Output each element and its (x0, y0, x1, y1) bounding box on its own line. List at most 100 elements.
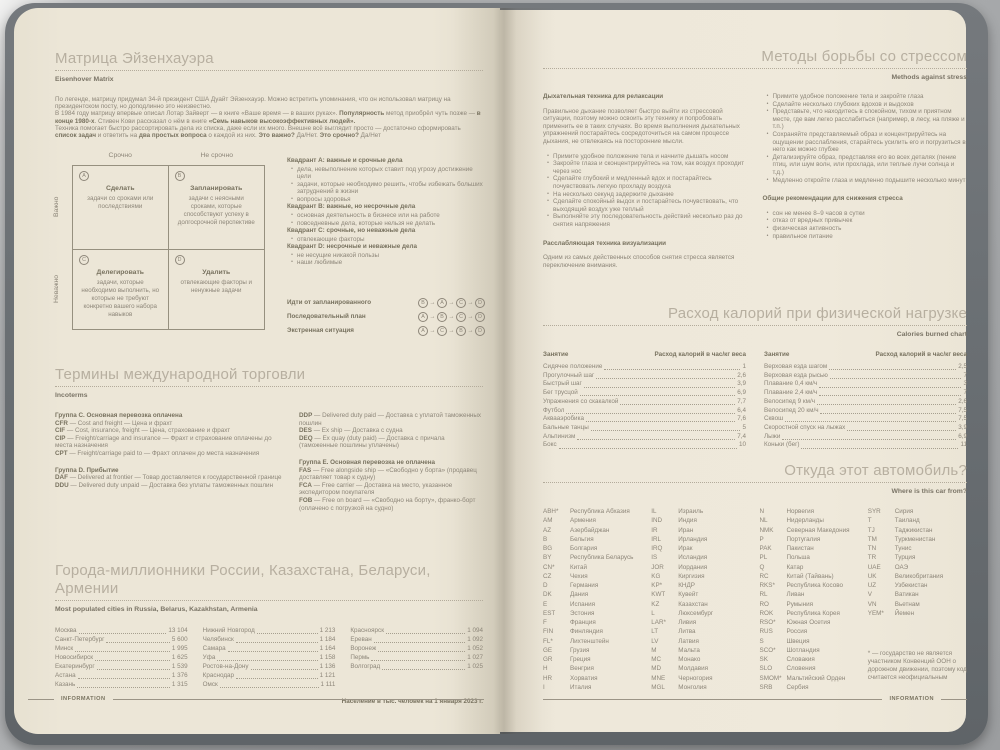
sequence-row: Идти от запланированного B → A → C → D (287, 297, 485, 308)
country-code: LT (651, 628, 659, 636)
incoterm-group-heading: Группа E. Основная перевозка не оплачена (299, 458, 436, 466)
cities-title: Города-миллионники России, Казахстана, Б… (55, 562, 431, 597)
country-name: Швеция (786, 637, 810, 645)
country-name: Северная Македония (786, 526, 850, 534)
incoterm-item: DEQ — Ex quay (duty paid) — Доставка с п… (299, 434, 445, 450)
letter-badge: B (418, 297, 428, 308)
dot-leader (106, 641, 170, 643)
table-row: Москва 13 104 (55, 626, 188, 635)
calorie-rate: 7,5 (958, 415, 967, 423)
country-code: RL (759, 591, 768, 599)
incoterm-item: FAS — Free alongside ship — «Свободно у … (299, 466, 477, 482)
country-code: IRL (651, 535, 662, 543)
bullet-item: • вопросы здоровья (287, 196, 485, 204)
car-code-row: UAE ОАЭ (868, 563, 967, 572)
car-code-row: B Бельгия (543, 535, 642, 544)
country-code: SMOM* (759, 674, 782, 682)
eisenhower-title: Матрица Эйзенхауэра (55, 50, 214, 67)
activity-name: Лыжи (764, 432, 781, 440)
country-code: NL (759, 517, 768, 525)
bullet-dot-icon: • (547, 190, 549, 197)
section-divider (55, 70, 483, 71)
country-name: Пакистан (786, 545, 814, 552)
car-code-row: MD Молдавия (651, 664, 750, 673)
cell-title: Удалить (202, 269, 231, 276)
city-name: Санкт-Петербург (55, 636, 105, 643)
city-population: 1 121 (319, 672, 336, 679)
dot-leader (558, 447, 737, 449)
activity-name: Верховая езда шагом (764, 363, 828, 370)
city-name: Краснодар (202, 672, 234, 679)
matrix-cell-d: D Удалить отвлекающие факторы и ненужные… (169, 250, 265, 329)
stress-subtitle-en: Methods against stress (891, 74, 967, 81)
bullet-item: • Детализируйте образ, представляя его во… (763, 154, 968, 177)
dot-leader (829, 369, 957, 371)
city-population: 13 104 (168, 627, 188, 634)
country-code: RSO* (759, 619, 776, 626)
city-name: Волгоград (350, 663, 381, 670)
bullet-dot-icon: • (766, 108, 769, 115)
bullet-item: • Сделайте глубокий и медленный вдох и по… (543, 175, 748, 190)
country-name: Таджикистан (894, 526, 933, 534)
car-code-row: I Италия (543, 683, 642, 692)
country-code: T (867, 517, 872, 525)
car-codes-column-4: SYR Сирия T Таиланд TJ Таджикистан TM Туркменис… (868, 507, 967, 692)
car-code-row: DK Дания (543, 590, 642, 599)
country-code: RUS (759, 628, 773, 636)
table-row: Астана 1 376 (55, 671, 188, 680)
country-code: LAR* (651, 619, 666, 626)
country-name: Республика Беларусь (570, 554, 634, 562)
city-name: Казань (55, 681, 76, 688)
city-name: Омск (202, 681, 218, 688)
car-code-row: RKS* Республика Косово (760, 581, 859, 590)
activity-name: Коньки (бег) (764, 441, 800, 449)
car-code-row: VN Вьетнам (868, 600, 967, 609)
incoterm-item: CIF — Cost, insurance, freight — Цена, с… (55, 427, 231, 435)
country-name: Финляндия (570, 628, 603, 636)
dot-leader (95, 659, 170, 661)
car-code-row: ABH* Республика Абхазия (543, 507, 642, 516)
intro-paragraph: Техника помогает быстро рассортировать д… (55, 124, 461, 140)
country-code: B (543, 535, 548, 543)
cell-desc: задачи, которые необходимо выполнить, но… (81, 279, 160, 318)
activity-name: Упражнения со скакалкой (543, 397, 619, 405)
calorie-rate: 6,9 (958, 432, 967, 440)
country-name: Республика Абхазия (570, 508, 630, 515)
car-code-row: TM Туркменистан (868, 535, 967, 544)
country-code: I (543, 683, 545, 691)
activity-name: Велосипед 20 км/ч (764, 406, 819, 414)
table-row: Плавание 0,4 км/ч 3 (764, 380, 967, 389)
dot-leader (782, 438, 957, 440)
calorie-rate: 6,4 (737, 406, 746, 414)
incoterm-item: FOB — Free on board — «Свободно на борту… (299, 496, 476, 512)
city-name: Ростов-на-Дону (202, 663, 249, 670)
dot-leader (235, 641, 318, 643)
incoterms-column-right: DDP — Delivered duty paid — Доставка с у… (299, 412, 483, 512)
dot-leader (604, 369, 741, 371)
quadrant-b-badge: B (174, 171, 185, 181)
car-code-row: RUS Россия (760, 627, 859, 636)
country-name: Ливан (786, 591, 805, 599)
intro-paragraph: По легенде, матрицу придумал 34-й презид… (55, 96, 451, 111)
car-code-row: SMOM* Мальтийский Орден (760, 674, 859, 683)
country-name: Монголия (678, 683, 707, 691)
matrix-column-labels: Срочно Не срочно (72, 152, 265, 165)
dot-leader (227, 650, 318, 652)
quadrant-c-badge: C (79, 255, 89, 265)
incoterm-code: CIP (55, 434, 66, 442)
section-eisenhower-matrix: Матрица Эйзенхауэра Eisenhover Matrix По… (55, 50, 483, 139)
bullet-dot-icon: • (766, 153, 769, 160)
country-name: Турция (894, 554, 916, 562)
country-name: Литва (678, 628, 696, 636)
car-code-row: CZ Чехия (543, 572, 642, 581)
letter-badge: A (418, 311, 428, 322)
calories-rows: Сидячее положение 1 Прогулочный шаг 2,6 Быст… (543, 363, 746, 450)
city-population: 1 052 (467, 645, 483, 652)
bullet-dot-icon: • (291, 235, 293, 242)
country-name: Китай (570, 563, 588, 571)
car-code-row: AM Армения (543, 516, 642, 525)
incoterms-title: Термины международной торговли (55, 366, 306, 383)
country-code: TM (867, 535, 877, 543)
bullet-item: • основная деятельность в бизнесе или на … (287, 212, 485, 220)
country-code: EST (543, 609, 556, 617)
